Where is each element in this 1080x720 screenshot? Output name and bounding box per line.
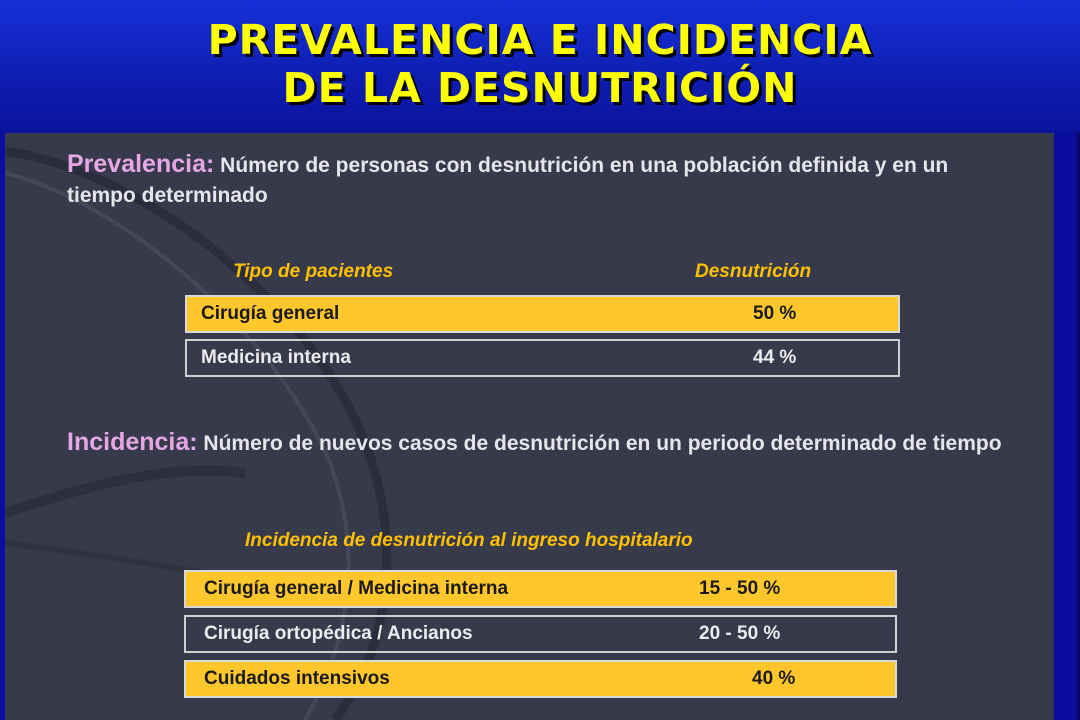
row-value: 15 - 50 %: [699, 578, 781, 599]
row-label: Cirugía general / Medicina interna: [204, 578, 509, 599]
page-title-line-2: DE LA DESNUTRICIÓN: [282, 64, 798, 112]
page-title: PREVALENCIA E INCIDENCIA DE LA DESNUTRIC…: [0, 16, 1080, 112]
title-bar: PREVALENCIA E INCIDENCIA DE LA DESNUTRIC…: [0, 0, 1080, 133]
page-title-line-1: PREVALENCIA E INCIDENCIA: [207, 16, 873, 64]
right-edge-strip: [1054, 133, 1080, 720]
decorative-swoosh-lines: [5, 146, 392, 720]
prevalencia-paragraph: Prevalencia: Número de personas con desn…: [67, 149, 1007, 211]
column-header-malnutrition: Desnutrición: [695, 261, 812, 282]
incidencia-paragraph: Incidencia: Número de nuevos casos de de…: [67, 427, 1007, 459]
incidence-table-caption: Incidencia de desnutrición al ingreso ho…: [245, 530, 693, 551]
row-value: 50 %: [753, 303, 797, 324]
table-row: Cirugía general / Medicina interna 15 - …: [184, 570, 897, 608]
incidencia-term: Incidencia:: [67, 428, 198, 456]
table-row: Medicina interna 44 %: [185, 339, 900, 377]
table-row: Cirugía ortopédica / Ancianos 20 - 50 %: [184, 615, 897, 653]
prevalencia-term: Prevalencia:: [67, 150, 215, 178]
table-row: Cirugía general 50 %: [185, 295, 900, 333]
column-header-patient-type: Tipo de pacientes: [233, 261, 394, 282]
row-label: Cirugía general: [201, 303, 340, 324]
row-value: 44 %: [753, 347, 797, 368]
table-row: Cuidados intensivos 40 %: [184, 660, 897, 698]
row-label: Cuidados intensivos: [204, 668, 390, 689]
row-label: Medicina interna: [201, 347, 351, 368]
row-value: 40 %: [752, 668, 796, 689]
row-label: Cirugía ortopédica / Ancianos: [204, 623, 473, 644]
prevalencia-definition: Número de personas con desnutrición en u…: [67, 154, 949, 207]
row-value: 20 - 50 %: [699, 623, 781, 644]
incidencia-definition: Número de nuevos casos de desnutrición e…: [197, 432, 1002, 455]
slide-content: Prevalencia: Número de personas con desn…: [5, 133, 1054, 720]
